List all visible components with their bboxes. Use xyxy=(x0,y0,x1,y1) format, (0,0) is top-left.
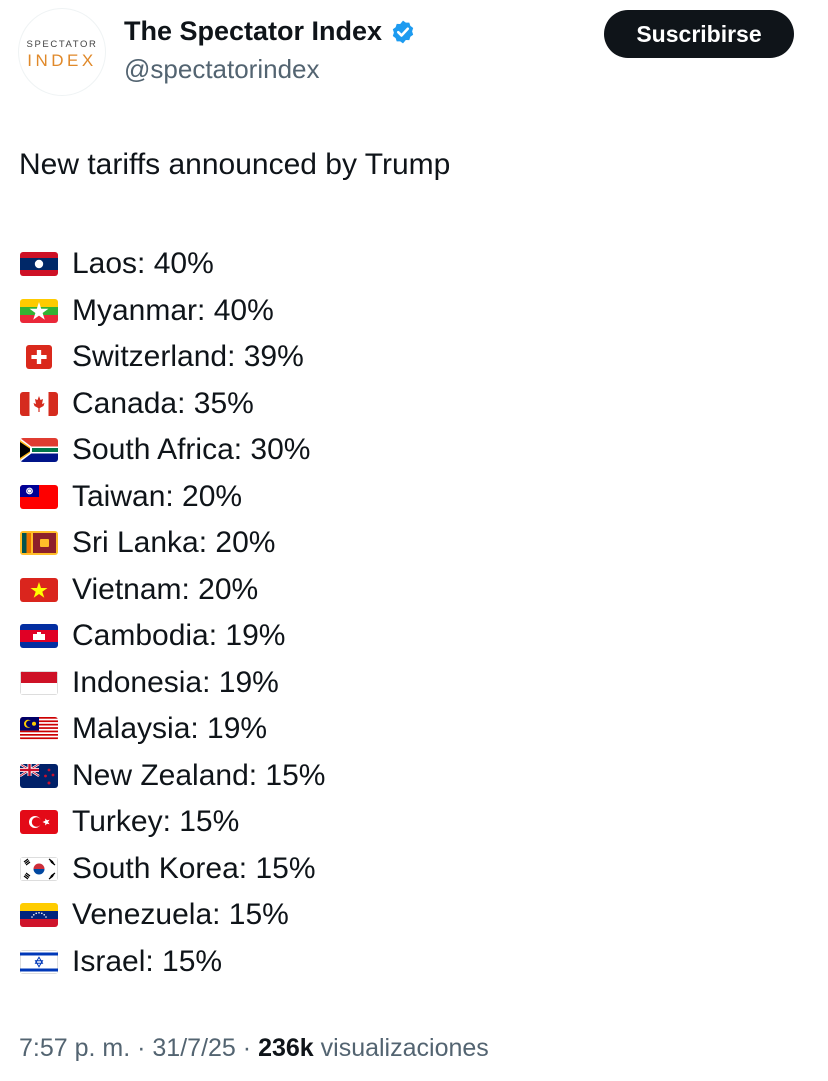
meta-separator: · xyxy=(242,1034,252,1062)
list-item: Vietnam: 20% xyxy=(20,567,325,614)
list-item: Venezuela: 15% xyxy=(20,892,325,939)
turkey-flag-icon xyxy=(20,810,58,835)
avatar-logo-line1: SPECTATOR xyxy=(26,39,98,50)
list-item: Switzerland: 39% xyxy=(20,334,325,381)
taiwan-flag-icon xyxy=(20,484,58,509)
post-text: New tariffs announced by Trump xyxy=(19,148,451,181)
list-item-text: Myanmar: 40% xyxy=(72,293,274,327)
laos-flag-icon xyxy=(20,252,58,277)
list-item: Cambodia: 19% xyxy=(20,613,325,660)
list-item-text: Malaysia: 19% xyxy=(72,712,268,746)
switzerland-flag-icon xyxy=(26,345,52,370)
south-africa-flag-icon xyxy=(20,438,58,463)
list-item: Canada: 35% xyxy=(20,381,325,428)
list-item: Taiwan: 20% xyxy=(20,474,325,521)
list-item: Myanmar: 40% xyxy=(20,288,325,335)
indonesia-flag-icon xyxy=(20,670,58,695)
list-item: South Africa: 30% xyxy=(20,427,325,474)
list-item-text: Sri Lanka: 20% xyxy=(72,526,276,560)
new-zealand-flag-icon xyxy=(20,763,58,788)
venezuela-flag-icon xyxy=(20,903,58,928)
list-item: Sri Lanka: 20% xyxy=(20,520,325,567)
list-item-text: Laos: 40% xyxy=(72,247,214,281)
list-item-text: Cambodia: 19% xyxy=(72,619,286,653)
avatar[interactable]: SPECTATOR INDEX xyxy=(18,8,106,96)
subscribe-button[interactable]: Suscribirse xyxy=(604,10,794,58)
list-item-text: South Korea: 15% xyxy=(72,851,316,885)
list-item-text: Indonesia: 19% xyxy=(72,665,279,699)
verified-badge-icon[interactable] xyxy=(390,19,416,45)
list-item-text: Turkey: 15% xyxy=(72,805,240,839)
tariff-list: Laos: 40% Myanmar: 40% Switzerland: 39% … xyxy=(20,241,325,985)
list-item: Turkey: 15% xyxy=(20,799,325,846)
vietnam-flag-icon xyxy=(20,577,58,602)
canada-flag-icon xyxy=(20,391,58,416)
list-item-text: Canada: 35% xyxy=(72,386,254,420)
list-item-text: South Africa: 30% xyxy=(72,433,311,467)
handle[interactable]: @spectatorindex xyxy=(124,54,320,84)
myanmar-flag-icon xyxy=(20,298,58,323)
south-korea-flag-icon xyxy=(20,856,58,881)
list-item: South Korea: 15% xyxy=(20,846,325,893)
post-header: SPECTATOR INDEX The Spectator Index @spe… xyxy=(0,0,828,110)
list-item-text: Switzerland: 39% xyxy=(72,340,304,374)
list-item-text: Vietnam: 20% xyxy=(72,572,259,606)
list-item: Indonesia: 19% xyxy=(20,660,325,707)
list-item-text: New Zealand: 15% xyxy=(72,758,326,792)
name-row: The Spectator Index xyxy=(124,16,416,47)
list-item-text: Israel: 15% xyxy=(72,944,223,978)
views-label: visualizaciones xyxy=(320,1034,489,1062)
display-name[interactable]: The Spectator Index xyxy=(124,16,383,46)
views-count[interactable]: 236k xyxy=(258,1034,314,1062)
post-meta: 7:57 p. m. · 31/7/25 · 236k visualizacio… xyxy=(19,1034,489,1063)
list-item: Israel: 15% xyxy=(20,939,325,986)
cambodia-flag-icon xyxy=(20,624,58,649)
post-date[interactable]: 31/7/25 xyxy=(152,1034,236,1062)
malaysia-flag-icon xyxy=(20,717,58,742)
list-item: New Zealand: 15% xyxy=(20,753,325,800)
list-item-text: Venezuela: 15% xyxy=(72,898,289,932)
sri-lanka-flag-icon xyxy=(20,531,58,556)
avatar-logo-line2: INDEX xyxy=(27,51,97,70)
list-item: Laos: 40% xyxy=(20,241,325,288)
israel-flag-icon xyxy=(20,949,58,974)
list-item: Malaysia: 19% xyxy=(20,706,325,753)
post-time[interactable]: 7:57 p. m. xyxy=(19,1034,131,1062)
list-item-text: Taiwan: 20% xyxy=(72,479,243,513)
meta-separator: · xyxy=(137,1034,146,1062)
